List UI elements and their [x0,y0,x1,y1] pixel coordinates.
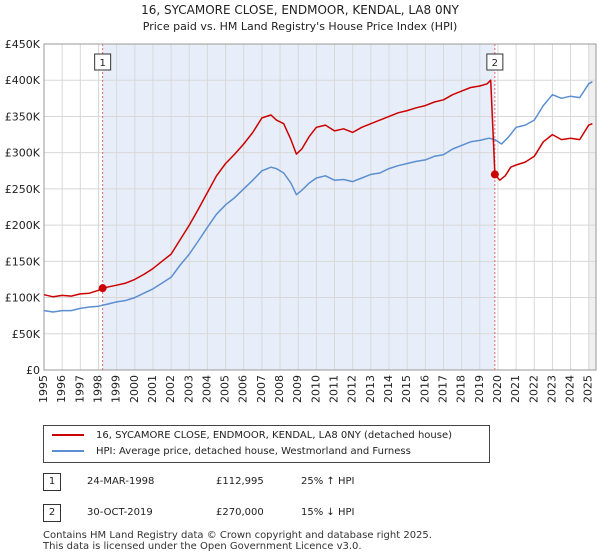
x-tick-label: 2023 [545,375,558,403]
x-tick-label: 2009 [291,375,304,403]
transaction-label-box [486,53,504,71]
x-tick-label: 2022 [527,375,540,403]
y-tick-label: £250K [5,183,41,196]
x-tick-label: 2000 [128,375,141,403]
legend-label-property: 16, SYCAMORE CLOSE, ENDMOOR, KENDAL, LA8… [96,430,453,441]
chart-subtitle: Price paid vs. HM Land Registry's House … [143,20,458,33]
x-tick-label: 2011 [328,375,341,403]
transaction-label-box [94,53,112,71]
x-tick-label: 2005 [219,375,232,403]
legend-label-hpi: HPI: Average price, detached house, West… [96,446,411,457]
property-price-line [43,79,593,298]
transaction-price: £270,000 [216,507,264,518]
y-tick-label: £300K [5,147,41,160]
x-tick-label: 2018 [455,375,468,403]
legend: 16, SYCAMORE CLOSE, ENDMOOR, KENDAL, LA8… [43,425,490,463]
transaction-hpi-change: 25% ↑ HPI [301,476,355,487]
x-tick-label: 1998 [91,375,104,403]
legend-item-hpi: HPI: Average price, detached house, West… [52,444,411,460]
footer-line-license: This data is licensed under the Open Gov… [43,541,362,552]
transaction-point [98,284,107,293]
x-tick-label: 2012 [346,375,359,403]
y-tick-label: £200K [5,219,41,232]
transaction-point [490,170,499,179]
transaction-hpi-change: 15% ↓ HPI [301,507,355,518]
x-tick-label: 1999 [110,375,123,403]
transaction-row: 2 30-OCT-2019 £270,000 15% ↓ HPI [43,503,543,523]
x-tick-label: 2008 [273,375,286,403]
transaction-row: 1 24-MAR-1998 £112,995 25% ↑ HPI [43,472,543,492]
x-tick-label: 1997 [73,375,86,403]
plot-frame [43,43,597,371]
x-tick-label: 2020 [491,375,504,403]
x-tick-label: 2017 [436,375,449,403]
y-tick-label: £0 [26,364,40,377]
x-tick-label: 2015 [400,375,413,403]
x-tick-label: 2025 [582,375,595,403]
x-tick-label: 1996 [55,375,68,403]
transaction-number: 2 [43,504,61,522]
x-tick-label: 2002 [164,375,177,403]
x-tick-label: 2001 [146,375,159,403]
x-tick-label: 2024 [564,375,577,403]
transaction-date: 24-MAR-1998 [87,476,155,487]
transaction-price: £112,995 [216,476,264,487]
y-tick-label: £50K [12,328,41,341]
y-tick-label: £150K [5,255,41,268]
transaction-number: 1 [43,473,61,491]
x-tick-label: 2004 [200,375,213,403]
x-tick-label: 1995 [37,375,50,403]
x-tick-label: 2006 [237,375,250,403]
transaction-label: 2 [492,58,498,69]
y-tick-label: £400K [5,74,41,87]
y-tick-label: £100K [5,292,41,305]
x-tick-label: 2013 [364,375,377,403]
price-chart: 16, SYCAMORE CLOSE, ENDMOOR, KENDAL, LA8… [5,3,597,403]
y-tick-label: £350K [5,110,41,123]
transaction-label: 1 [99,58,105,69]
legend-swatch-property [52,434,84,436]
x-tick-label: 2019 [473,375,486,403]
y-tick-label: £450K [5,38,41,51]
legend-item-property: 16, SYCAMORE CLOSE, ENDMOOR, KENDAL, LA8… [52,428,452,444]
footer-attribution: Contains HM Land Registry data © Crown c… [43,530,432,552]
x-tick-label: 2007 [255,375,268,403]
x-tick-label: 2016 [418,375,431,403]
ownership-shading [102,44,495,370]
hpi-line [43,81,593,313]
x-tick-label: 2003 [182,375,195,403]
legend-swatch-hpi [52,450,84,452]
forecast-hatch [588,44,596,370]
x-tick-label: 2021 [509,375,522,403]
x-tick-label: 2014 [382,375,395,403]
transaction-date: 30-OCT-2019 [87,507,153,518]
footer-line-copyright: Contains HM Land Registry data © Crown c… [43,530,432,541]
chart-title: 16, SYCAMORE CLOSE, ENDMOOR, KENDAL, LA8… [141,3,459,17]
x-tick-label: 2010 [309,375,322,403]
